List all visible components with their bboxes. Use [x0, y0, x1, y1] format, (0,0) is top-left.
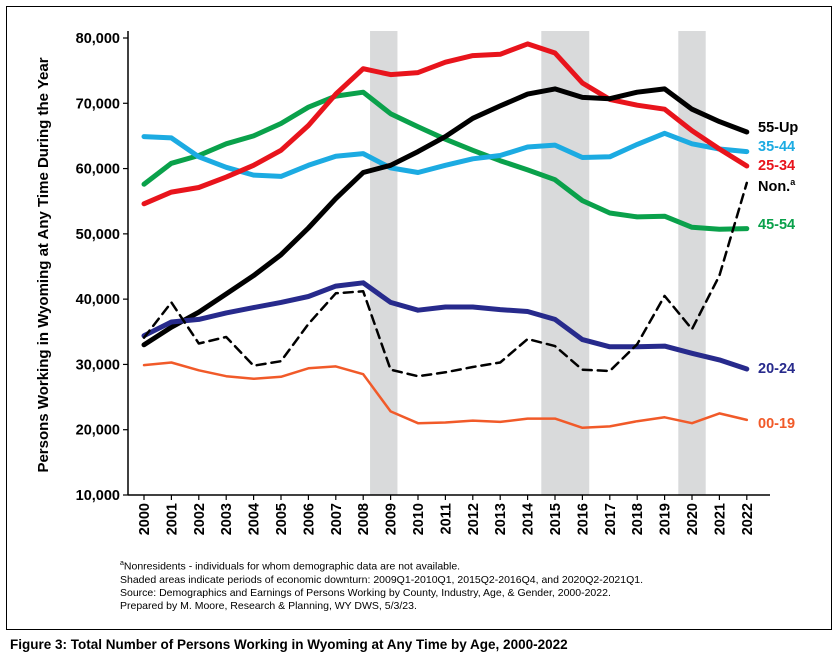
chart-axes: 10,000 20,000 30,000 40,000 50,000 60,000 70,0… — [76, 31, 770, 535]
footnote-source: Source: Demographics and Earnings of Per… — [120, 586, 611, 599]
series-label-45-54: 45-54 — [758, 217, 795, 233]
x-tick-label: 2020 — [685, 503, 701, 535]
x-tick-label: 2009 — [384, 503, 400, 535]
y-axis-label: Persons Working in Wyoming at Any Time D… — [35, 57, 52, 472]
x-tick-label: 2002 — [192, 503, 208, 535]
series-line-00-19 — [142, 361, 749, 430]
series-line-20-24 — [141, 280, 750, 372]
x-tick-label: 2012 — [466, 503, 482, 535]
series-label-00-19: 00-19 — [758, 416, 795, 432]
footnote-marker: a — [120, 560, 124, 567]
y-tick-label: 60,000 — [76, 162, 120, 178]
series-label-superscript: a — [790, 177, 796, 187]
x-tick-label: 2006 — [301, 503, 317, 535]
x-tick-label: 2008 — [356, 503, 372, 535]
y-tick-label: 10,000 — [76, 488, 120, 504]
footnote-prepared-by: Prepared by M. Moore, Research & Plannin… — [120, 599, 417, 612]
series-line-non- — [142, 181, 749, 378]
series-label-non-: Non.a — [758, 177, 796, 195]
y-tick-label: 50,000 — [76, 227, 120, 243]
footnotes: aNonresidents - individuals for whom dem… — [120, 557, 820, 613]
footnote-nonresidents: aNonresidents - individuals for whom dem… — [120, 560, 461, 573]
x-tick-label: 2005 — [274, 503, 290, 535]
x-tick-label: 2007 — [329, 503, 345, 535]
x-tick-label: 2021 — [712, 503, 728, 535]
y-tick-label: 80,000 — [76, 31, 120, 47]
recession-shading — [370, 31, 706, 495]
series-line-55-up — [141, 86, 750, 348]
series-line-45-54 — [141, 89, 750, 232]
line-chart: 10,000 20,000 30,000 40,000 50,000 60,000 70,0… — [35, 31, 798, 535]
series-label-20-24: 20-24 — [758, 361, 795, 377]
series-label-25-34: 25-34 — [758, 158, 795, 174]
y-tick-label: 70,000 — [76, 96, 120, 112]
x-tick-label: 2014 — [521, 503, 537, 535]
series-lines — [141, 41, 750, 430]
series-label-35-44: 35-44 — [758, 139, 795, 155]
x-tick-label: 2013 — [493, 503, 509, 535]
x-tick-label: 2022 — [740, 503, 756, 535]
x-tick-label: 2000 — [137, 503, 153, 535]
figure-caption: Figure 3: Total Number of Persons Workin… — [10, 637, 568, 652]
y-tick-label: 30,000 — [76, 357, 120, 373]
x-tick-label: 2004 — [247, 503, 263, 535]
x-tick-label: 2001 — [164, 503, 180, 535]
series-line-35-44 — [141, 130, 750, 179]
x-tick-label: 2018 — [630, 503, 646, 535]
footnote-shaded-areas: Shaded areas indicate periods of economi… — [120, 573, 644, 586]
y-tick-label: 40,000 — [76, 292, 120, 308]
x-tick-label: 2016 — [575, 503, 591, 535]
x-tick-label: 2015 — [548, 503, 564, 535]
recession-band-2 — [541, 31, 590, 495]
x-tick-label: 2011 — [438, 503, 454, 534]
series-labels: 55-Up 35-44 25-34 Non.a 45-54 20-24 00-19 — [758, 120, 798, 432]
x-tick-label: 2017 — [603, 503, 619, 535]
y-tick-label: 20,000 — [76, 423, 120, 439]
x-tick-label: 2010 — [411, 503, 427, 535]
series-label-55-up: 55-Up — [758, 120, 798, 136]
x-tick-label: 2003 — [219, 503, 235, 535]
series-line-25-34 — [141, 41, 750, 207]
x-tick-label: 2019 — [658, 503, 674, 535]
